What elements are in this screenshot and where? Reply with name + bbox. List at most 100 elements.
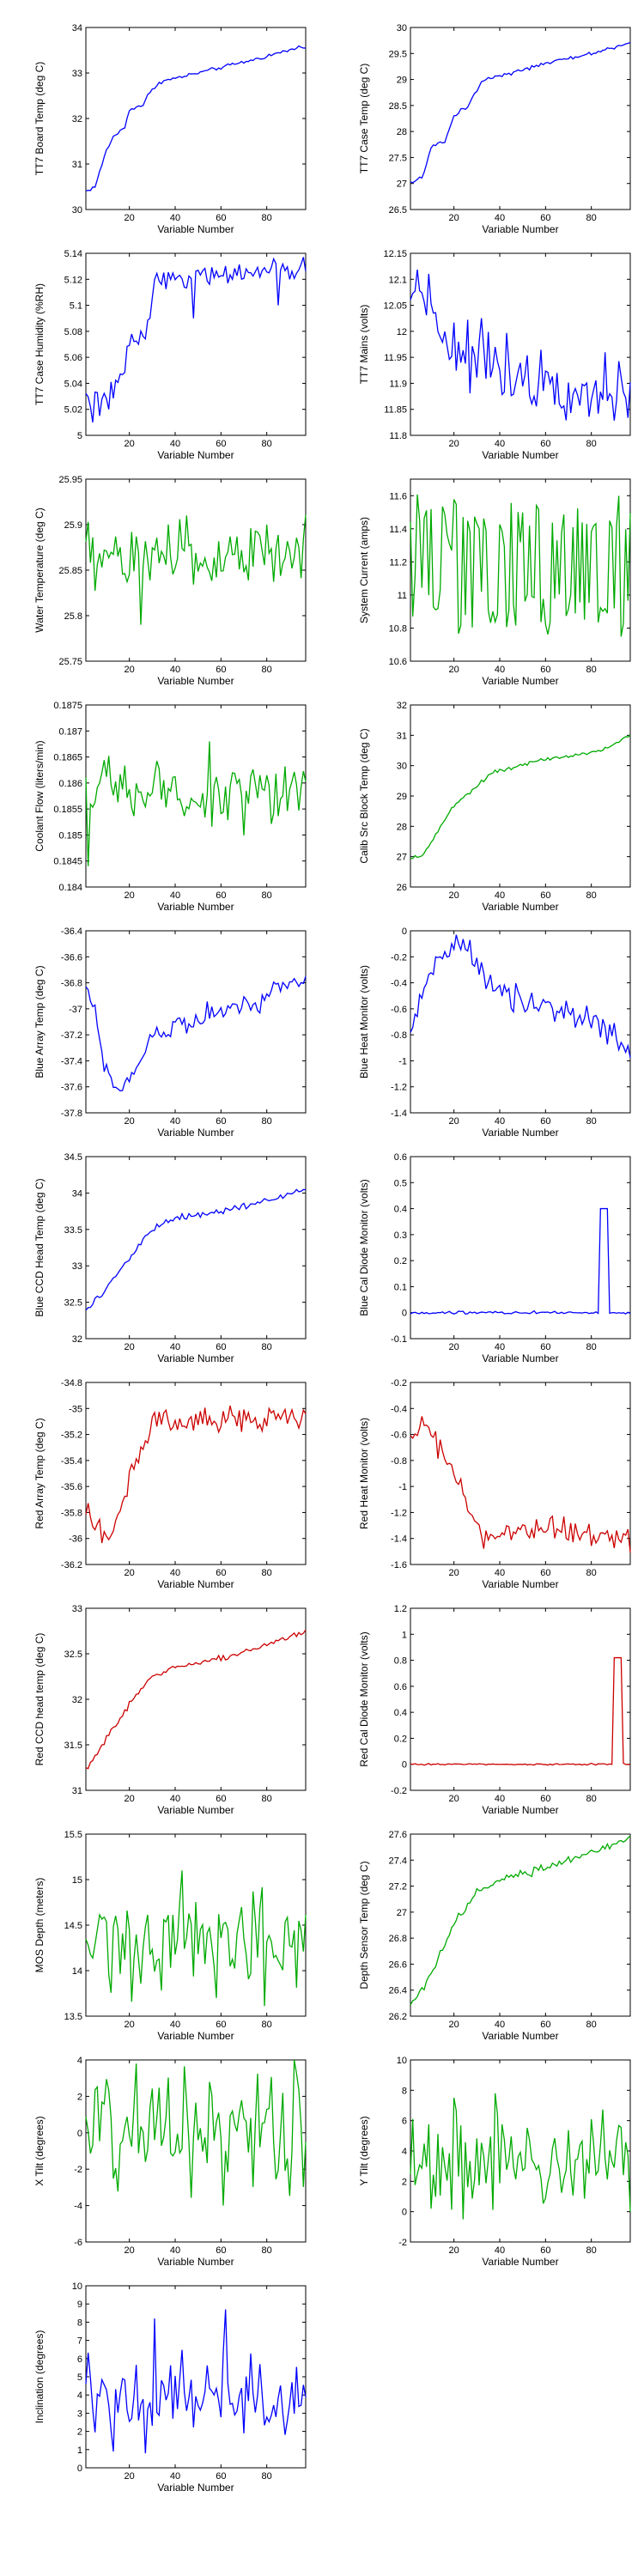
x-axis-label: Variable Number bbox=[482, 449, 558, 461]
y-axis-label: Red Array Temp (deg C) bbox=[33, 1418, 46, 1528]
y-tick-label: 2 bbox=[77, 2427, 82, 2438]
y-tick-label: 12.05 bbox=[383, 301, 407, 312]
y-tick-label: 11.6 bbox=[389, 491, 407, 501]
y-tick-label: 0 bbox=[77, 2129, 82, 2139]
y-tick-label: 0.1875 bbox=[53, 701, 82, 711]
chart-panel-16: 20 40 60 80 -0.2 0 0.2 0.4 0.6 0.8 1 1.2 Variable Nu… bbox=[358, 1604, 631, 1816]
x-tick-label: 40 bbox=[170, 1342, 180, 1352]
x-tick-label: 20 bbox=[125, 2471, 135, 2482]
chart-panel-11: 20 40 60 80 32 32.5 33 33.5 34 34.5 Variable Numbe… bbox=[33, 1152, 307, 1364]
x-tick-label: 20 bbox=[449, 2245, 459, 2256]
x-tick-label: 20 bbox=[449, 1568, 459, 1578]
y-tick-label: 27 bbox=[397, 179, 407, 190]
y-tick-label: 0 bbox=[402, 1309, 407, 1319]
series-line bbox=[85, 257, 307, 422]
y-tick-label: 11.4 bbox=[389, 525, 407, 535]
x-tick-label: 20 bbox=[125, 2245, 135, 2256]
x-tick-label: 80 bbox=[586, 1342, 597, 1352]
plot-frame bbox=[410, 1607, 631, 1791]
x-tick-label: 60 bbox=[540, 213, 550, 223]
y-tick-label: -35 bbox=[69, 1404, 82, 1414]
x-tick-label: 40 bbox=[495, 2020, 505, 2030]
series-line bbox=[410, 934, 631, 1059]
x-tick-label: 20 bbox=[449, 439, 459, 449]
x-tick-label: 20 bbox=[125, 2020, 135, 2030]
y-axis-label: Red CCD head temp (deg C) bbox=[33, 1633, 46, 1766]
x-tick-label: 20 bbox=[449, 890, 459, 901]
x-tick-label: 60 bbox=[216, 1116, 226, 1127]
y-tick-label: 26.8 bbox=[389, 1934, 407, 1944]
y-tick-label: 5.14 bbox=[64, 249, 82, 259]
y-tick-label: 28.5 bbox=[389, 101, 407, 112]
y-tick-label: 1 bbox=[402, 1630, 407, 1640]
x-tick-label: 80 bbox=[262, 1116, 272, 1127]
x-axis-label: Variable Number bbox=[482, 675, 558, 687]
y-axis-label: TT7 Board Temp (deg C) bbox=[33, 62, 46, 176]
y-tick-label: -0.6 bbox=[391, 1005, 407, 1015]
y-tick-label: 0.1845 bbox=[53, 857, 82, 867]
x-tick-label: 80 bbox=[586, 665, 597, 675]
y-tick-label: -1.6 bbox=[391, 1560, 407, 1571]
y-tick-label: 11.8 bbox=[389, 431, 407, 441]
x-tick-label: 60 bbox=[216, 1342, 226, 1352]
y-axis-label: Blue Array Temp (deg C) bbox=[33, 965, 46, 1078]
plot-frame bbox=[410, 1156, 631, 1340]
x-tick-label: 60 bbox=[216, 890, 226, 901]
x-tick-label: 80 bbox=[262, 890, 272, 901]
y-tick-label: 0.6 bbox=[394, 1152, 407, 1163]
x-tick-label: 40 bbox=[170, 213, 180, 223]
x-tick-label: 80 bbox=[262, 1794, 272, 1804]
y-tick-label: -1 bbox=[398, 1482, 407, 1492]
y-tick-label: 25.85 bbox=[58, 566, 82, 576]
y-tick-label: 32 bbox=[397, 701, 407, 711]
chart-panel-4: 20 40 60 80 11.8 11.85 11.9 11.95 12 12.05 12.1 12.… bbox=[358, 249, 631, 461]
x-tick-label: 60 bbox=[540, 2020, 550, 2030]
y-axis-label: Calib Src Block Temp (deg C) bbox=[358, 728, 370, 863]
x-tick-label: 80 bbox=[262, 1342, 272, 1352]
x-tick-label: 40 bbox=[170, 665, 180, 675]
y-tick-label: -1.2 bbox=[391, 1508, 407, 1518]
y-tick-label: 11.95 bbox=[384, 353, 407, 363]
x-tick-label: 20 bbox=[125, 439, 135, 449]
x-tick-label: 40 bbox=[170, 2020, 180, 2030]
y-axis-label: System Current (amps) bbox=[358, 517, 370, 623]
series-line bbox=[410, 734, 631, 860]
x-tick-label: 20 bbox=[449, 665, 459, 675]
plot-frame bbox=[410, 704, 631, 888]
y-axis-label: TT7 Mains (volts) bbox=[358, 305, 370, 385]
series-line bbox=[85, 1870, 307, 2007]
chart-panel-19: 20 40 60 80 -6 -4 -2 0 2 4 Variable Number X Tilt (… bbox=[33, 2056, 307, 2268]
y-tick-label: -37.4 bbox=[61, 1056, 82, 1066]
y-tick-label: 11.2 bbox=[389, 557, 407, 568]
x-tick-label: 60 bbox=[540, 1794, 550, 1804]
x-tick-label: 20 bbox=[449, 1116, 459, 1127]
series-line bbox=[85, 1188, 307, 1311]
plot-frame bbox=[410, 930, 631, 1114]
series-line bbox=[85, 2059, 307, 2206]
y-axis-label: Red Cal Diode Monitor (volts) bbox=[358, 1631, 370, 1766]
y-tick-label: 0.184 bbox=[58, 883, 82, 893]
x-axis-label: Variable Number bbox=[482, 223, 558, 235]
plot-frame bbox=[85, 252, 307, 436]
y-tick-label: 0.2 bbox=[394, 1734, 407, 1744]
y-tick-label: 34 bbox=[72, 23, 82, 33]
y-tick-label: 30 bbox=[397, 23, 407, 33]
x-tick-label: 60 bbox=[540, 1342, 550, 1352]
x-tick-label: 40 bbox=[170, 890, 180, 901]
y-tick-label: 11.9 bbox=[389, 379, 407, 389]
x-tick-label: 20 bbox=[125, 213, 135, 223]
chart-panel-6: 20 40 60 80 10.6 10.8 11 11.2 11.4 11.6 Variable N… bbox=[358, 478, 631, 687]
y-tick-label: 27 bbox=[397, 853, 407, 863]
y-tick-label: -0.4 bbox=[391, 1404, 407, 1414]
y-tick-label: 9 bbox=[77, 2300, 82, 2310]
y-tick-label: 0.6 bbox=[394, 1682, 407, 1692]
chart-panel-2: 20 40 60 80 26.5 27 27.5 28 28.5 29 29.5 30 Variable… bbox=[358, 23, 631, 235]
x-tick-label: 60 bbox=[540, 2245, 550, 2256]
y-tick-label: -1 bbox=[398, 1056, 407, 1066]
y-tick-label: 5 bbox=[77, 2372, 82, 2383]
y-tick-label: 4 bbox=[402, 2147, 407, 2157]
plot-frame bbox=[410, 27, 631, 210]
series-line bbox=[410, 494, 631, 637]
y-tick-label: 5.04 bbox=[64, 379, 82, 389]
